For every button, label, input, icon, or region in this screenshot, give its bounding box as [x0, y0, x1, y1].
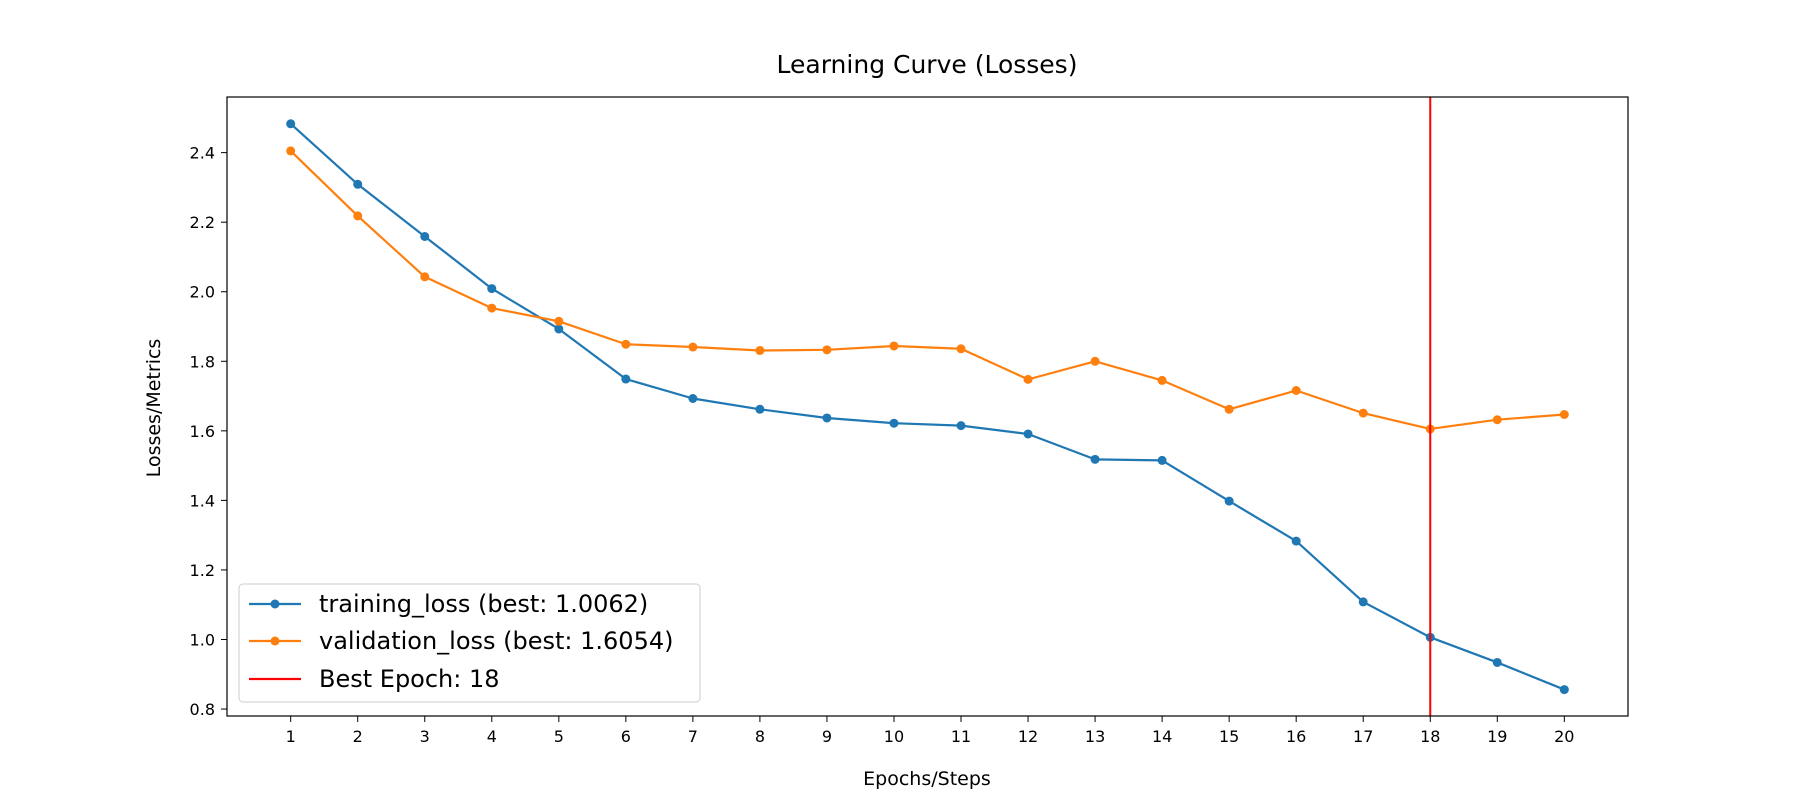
data-point [1492, 415, 1502, 425]
legend-marker [270, 636, 280, 646]
legend: training_loss (best: 1.0062) validation_l… [238, 583, 701, 703]
y-tick-label: 2.0 [190, 283, 215, 302]
data-point [1023, 429, 1033, 439]
data-point [286, 119, 296, 129]
data-point [1157, 375, 1167, 385]
data-point [1559, 685, 1569, 695]
x-tick-label: 9 [822, 727, 832, 746]
data-point [822, 345, 832, 355]
legend-entry-validation-loss: validation_loss (best: 1.6054) [319, 627, 673, 655]
y-tick-label: 1.4 [190, 491, 215, 510]
data-point [822, 413, 832, 423]
data-point [487, 284, 497, 294]
x-tick-label: 12 [1018, 727, 1038, 746]
x-tick-label: 7 [688, 727, 698, 746]
data-point [353, 211, 363, 221]
data-point [1224, 496, 1234, 506]
x-axis-label: Epochs/Steps [863, 768, 991, 790]
data-point [1023, 374, 1033, 384]
y-tick-label: 1.0 [190, 630, 215, 649]
legend-marker [270, 599, 280, 609]
chart-title: Learning Curve (Losses) [777, 50, 1078, 79]
data-point [755, 346, 765, 356]
data-point [1291, 536, 1301, 546]
y-tick-label: 1.8 [190, 352, 215, 371]
x-tick-label: 2 [353, 727, 363, 746]
legend-entry-training-loss: training_loss (best: 1.0062) [319, 590, 648, 618]
data-point [621, 374, 631, 384]
data-point [1090, 356, 1100, 366]
x-tick-label: 11 [951, 727, 971, 746]
x-tick-label: 15 [1219, 727, 1239, 746]
y-tick-label: 1.6 [190, 422, 215, 441]
x-tick-label: 20 [1554, 727, 1574, 746]
legend-entry-best-epoch: Best Epoch: 18 [319, 665, 500, 693]
legend-box [238, 583, 701, 703]
data-point [487, 303, 497, 313]
x-tick-label: 5 [554, 727, 564, 746]
data-point [755, 404, 765, 414]
x-tick-label: 13 [1085, 727, 1105, 746]
data-point [353, 179, 363, 189]
data-point [889, 341, 899, 351]
x-tick-label: 3 [420, 727, 430, 746]
data-point [1224, 404, 1234, 414]
y-tick-label: 1.2 [190, 561, 215, 580]
data-point [889, 418, 899, 428]
data-point [1358, 597, 1368, 607]
x-tick-label: 17 [1353, 727, 1373, 746]
data-point [554, 324, 564, 334]
data-point [420, 272, 430, 282]
x-tick-label: 10 [884, 727, 904, 746]
x-tick-label: 18 [1420, 727, 1440, 746]
data-point [1559, 409, 1569, 419]
data-point [956, 421, 966, 431]
y-tick-label: 0.8 [190, 700, 215, 719]
x-tick-label: 8 [755, 727, 765, 746]
data-point [1090, 454, 1100, 464]
x-tick-label: 6 [621, 727, 631, 746]
series-line-validation-loss [289, 150, 1565, 431]
plot-frame [226, 96, 1629, 717]
series-group [286, 97, 1569, 716]
x-tick-label: 14 [1152, 727, 1172, 746]
x-tick-label: 4 [487, 727, 497, 746]
data-point [554, 316, 564, 326]
data-point [1492, 657, 1502, 667]
data-point [621, 339, 631, 349]
y-axis-label: Losses/Metrics [143, 339, 165, 478]
data-point [1291, 386, 1301, 396]
data-point [688, 342, 698, 352]
data-point [688, 394, 698, 404]
x-tick-label: 1 [286, 727, 296, 746]
data-point [1358, 408, 1368, 418]
axis-ticks: 1 2 3 4 5 6 7 8 9 10 11 12 13 14 15 16 17 18 19 200.81.01.2… [190, 144, 1575, 746]
y-tick-label: 2.2 [190, 213, 215, 232]
x-tick-label: 16 [1286, 727, 1306, 746]
series-line-training-loss [289, 122, 1565, 691]
y-tick-label: 2.4 [190, 144, 215, 163]
data-point [956, 344, 966, 354]
data-point [286, 146, 296, 156]
data-point [420, 231, 430, 241]
x-tick-label: 19 [1487, 727, 1507, 746]
data-point [1157, 455, 1167, 465]
